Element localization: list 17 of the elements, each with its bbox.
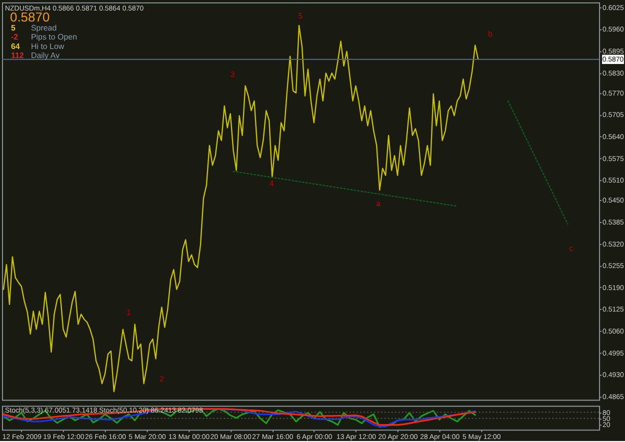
annotation: b (488, 29, 493, 38)
annotation: 112 (10, 51, 24, 60)
annotation: 5 (298, 11, 304, 20)
annotation: 2 (160, 374, 165, 384)
annotation: a (376, 199, 382, 208)
annotation: -2 (10, 32, 19, 42)
annotation: Hi to Low (30, 42, 64, 51)
annotation: 1 (126, 308, 132, 317)
annotation: Pips to Open (30, 32, 78, 42)
annotation: 4 (269, 179, 274, 188)
annotation: c (569, 244, 574, 253)
annotation: Daily Av (30, 51, 60, 60)
annotation: 64 (10, 42, 20, 51)
line-series (2, 24, 479, 392)
annotation: 3 (230, 70, 236, 80)
annotation: Spread (30, 23, 57, 32)
annotation: 5 (10, 23, 16, 32)
